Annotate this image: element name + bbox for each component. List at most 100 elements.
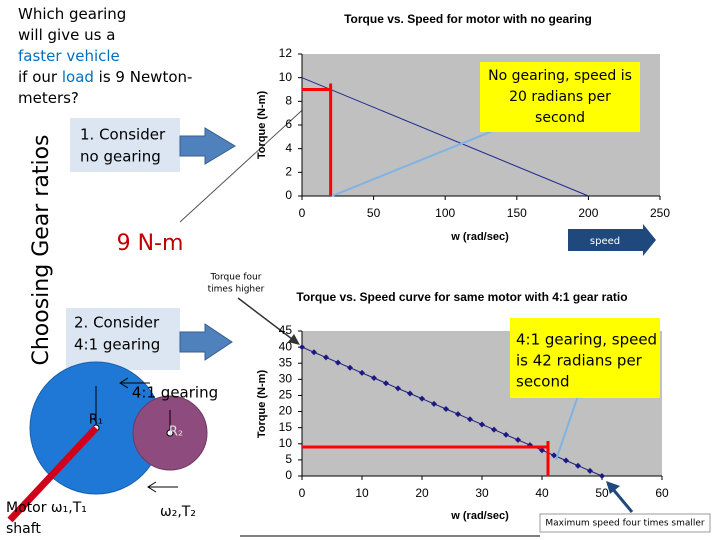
question-line: meters?: [18, 89, 79, 107]
arrow: [147, 481, 178, 493]
y-tick-label: 45: [279, 323, 293, 337]
question-text: if our: [18, 68, 62, 86]
arrow: [179, 323, 233, 361]
point: [335, 359, 341, 366]
y-tick-label: 10: [279, 436, 293, 450]
note-box: [539, 513, 711, 533]
y-tick-label: 35: [279, 355, 293, 369]
y-tick-label: 5: [285, 452, 292, 466]
arrowhead: [288, 334, 300, 345]
point: [371, 375, 377, 382]
x-tick-label: 30: [475, 486, 489, 500]
arrowhead: [606, 481, 620, 494]
y-axis-label: Torque (N-m): [256, 91, 268, 160]
x-tick-label: 40: [535, 486, 549, 500]
y-tick-label: 6: [285, 117, 292, 131]
question: Which gearing will give us a faster vehi…: [18, 5, 192, 107]
connector: [331, 119, 521, 197]
y-tick-label: 25: [279, 388, 293, 402]
gear-label: R₂: [169, 425, 183, 440]
x-tick-label: 150: [507, 206, 527, 220]
note: times higher: [208, 285, 265, 295]
point: [515, 436, 521, 443]
question-text: meters?: [18, 89, 79, 107]
point: [323, 354, 329, 361]
series-line: [301, 77, 589, 197]
question-text: faster vehicle: [18, 47, 120, 65]
arrow: [119, 377, 150, 389]
step-text: 4:1 gearing: [74, 336, 160, 354]
connector: [555, 389, 581, 461]
point: [419, 395, 425, 402]
question-text: is 9 Newton-: [94, 68, 193, 86]
step-box: [70, 118, 180, 172]
x-tick-label: 50: [367, 206, 381, 220]
y-tick-label: 8: [285, 94, 292, 108]
x-axis-label: w (rad/sec): [450, 510, 509, 522]
point: [311, 349, 317, 356]
chart-title: Torque vs. Speed curve for same motor wi…: [296, 290, 627, 304]
y-tick-label: 20: [279, 404, 293, 418]
point: [479, 421, 485, 428]
note: Maximum speed four times smaller: [545, 519, 705, 529]
point: [431, 400, 437, 407]
question-line: Which gearing: [18, 5, 126, 23]
x-tick-label: 0: [299, 486, 306, 500]
callout-text: second: [535, 110, 585, 126]
slide-heading: Choosing Gear ratios: [29, 135, 54, 366]
connector: [237, 297, 297, 343]
connector: [179, 91, 323, 223]
y-tick-label: 30: [279, 372, 293, 386]
x-tick-label: 20: [415, 486, 429, 500]
y-axis-label: Torque (N-m): [256, 370, 268, 439]
x-tick-label: 60: [655, 486, 669, 500]
question-text: will give us a: [18, 26, 115, 44]
callout: [480, 62, 640, 132]
motor-label: Motor ω₁,T₁: [6, 500, 87, 516]
load-label: 9 N-m: [117, 231, 184, 256]
gear-label: R₁: [89, 413, 103, 428]
callout-text: No gearing, speed is: [488, 68, 632, 84]
gear-title: 4:1 gearing: [132, 384, 218, 402]
step-text: no gearing: [80, 148, 161, 166]
x-tick-label: 250: [650, 206, 670, 220]
callout-text: 20 radians per: [509, 89, 611, 105]
axle: [166, 429, 174, 437]
point: [503, 431, 509, 438]
point: [551, 452, 557, 459]
question-line: if our load is 9 Newton-: [18, 68, 192, 86]
y-tick-label: 0: [285, 188, 292, 202]
x-tick-label: 0: [299, 206, 306, 220]
step-box: [66, 308, 180, 370]
speed-label: speed: [590, 236, 620, 247]
point: [395, 385, 401, 392]
x-tick-label: 10: [355, 486, 369, 500]
y-tick-label: 4: [285, 141, 292, 155]
callout: [510, 318, 660, 398]
callout-text: is 42 radians per: [516, 352, 643, 370]
point: [455, 411, 461, 418]
point: [467, 416, 473, 423]
connector: [610, 487, 634, 513]
arrow: [179, 127, 236, 165]
callout-text: 4:1 gearing, speed: [516, 331, 657, 349]
point: [491, 426, 497, 433]
speed-arrow: [568, 224, 656, 256]
step-text: 2. Consider: [74, 314, 160, 332]
output-label: ω₂,T₂: [160, 504, 196, 520]
y-tick-label: 2: [285, 165, 292, 179]
motor-label: shaft: [6, 521, 41, 537]
x-tick-label: 200: [578, 206, 598, 220]
question-line: will give us a: [18, 26, 115, 44]
point: [563, 457, 569, 464]
point: [299, 344, 305, 351]
question-text: load: [62, 68, 94, 86]
y-tick-label: 12: [279, 46, 293, 60]
point: [383, 380, 389, 387]
question-line: faster vehicle: [18, 47, 120, 65]
callout-text: second: [516, 373, 570, 391]
y-tick-label: 40: [279, 339, 293, 353]
x-axis-label: w (rad/sec): [450, 231, 509, 243]
point: [443, 405, 449, 412]
y-tick-label: 15: [279, 420, 293, 434]
